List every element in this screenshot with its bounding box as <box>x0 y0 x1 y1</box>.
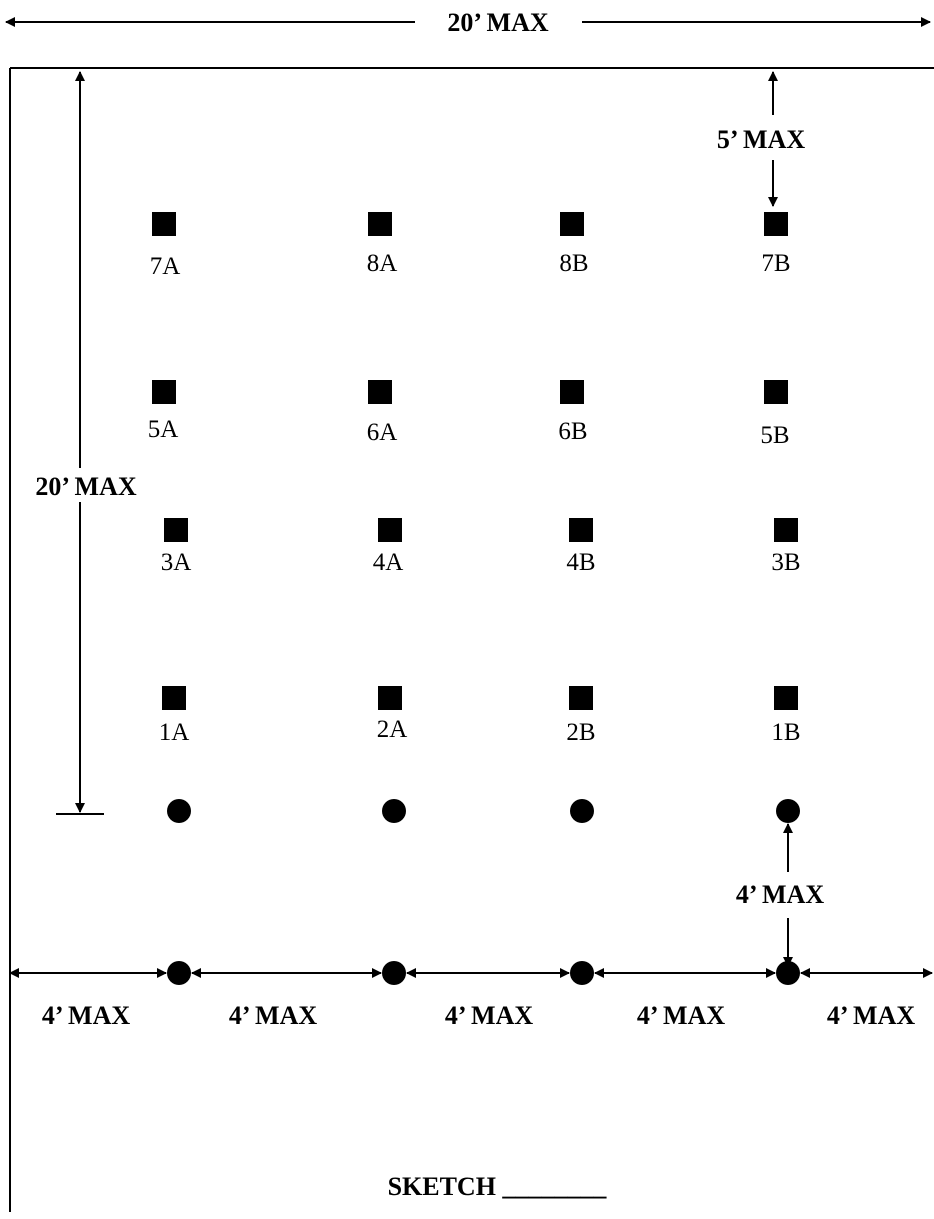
top-clearance-dimension: 5’ MAX <box>717 71 806 207</box>
stake-2 <box>382 799 406 823</box>
sample-point-5b <box>764 380 788 404</box>
spacing-label-1: 4’ MAX <box>42 1001 131 1030</box>
sample-label-8a: 8A <box>367 250 398 277</box>
sample-label-6a: 6A <box>367 419 398 446</box>
sample-point-1b <box>774 686 798 710</box>
sketch-label: SKETCH ________ <box>388 1172 608 1201</box>
reference-stakes-row <box>167 799 800 823</box>
baseline-stake-4 <box>776 961 800 985</box>
sample-point-2b <box>569 686 593 710</box>
sample-point-4a <box>378 518 402 542</box>
top-clearance-label: 5’ MAX <box>717 125 806 154</box>
sample-label-5a: 5A <box>148 416 179 443</box>
spacing-label-4: 4’ MAX <box>637 1001 726 1030</box>
sample-label-1b: 1B <box>771 719 800 746</box>
sample-point-1a <box>162 686 186 710</box>
sample-point-3b <box>774 518 798 542</box>
sample-point-4b <box>569 518 593 542</box>
sample-point-7a <box>152 212 176 236</box>
sample-points: 7A 8A 8B 7B 5A 6A 6B 5B 3A 4A 4B 3B 1A 2… <box>148 212 801 746</box>
left-height-label: 20’ MAX <box>35 472 137 501</box>
left-height-dimension: 20’ MAX <box>22 71 152 815</box>
sample-point-5a <box>152 380 176 404</box>
sample-label-7b: 7B <box>761 250 790 277</box>
spacing-label-2: 4’ MAX <box>229 1001 318 1030</box>
sample-point-8a <box>368 212 392 236</box>
sample-label-4b: 4B <box>566 549 595 576</box>
sample-point-7b <box>764 212 788 236</box>
stake-offset-dimension: 4’ MAX <box>736 823 825 967</box>
baseline-stake-2 <box>382 961 406 985</box>
top-width-label: 20’ MAX <box>447 8 549 37</box>
baseline-stake-3 <box>570 961 594 985</box>
sample-label-2b: 2B <box>566 719 595 746</box>
baseline <box>9 961 933 985</box>
sample-label-5b: 5B <box>760 422 789 449</box>
sample-label-3b: 3B <box>771 549 800 576</box>
spacing-label-3: 4’ MAX <box>445 1001 534 1030</box>
stake-1 <box>167 799 191 823</box>
sample-point-8b <box>560 212 584 236</box>
sample-label-3a: 3A <box>161 549 192 576</box>
sample-label-7a: 7A <box>150 253 181 280</box>
stake-offset-label: 4’ MAX <box>736 880 825 909</box>
stake-3 <box>570 799 594 823</box>
stake-4 <box>776 799 800 823</box>
sample-point-6b <box>560 380 584 404</box>
sample-label-2a: 2A <box>377 716 408 743</box>
baseline-stake-1 <box>167 961 191 985</box>
spacing-label-5: 4’ MAX <box>827 1001 916 1030</box>
sample-point-3a <box>164 518 188 542</box>
sample-label-6b: 6B <box>558 418 587 445</box>
sample-point-6a <box>368 380 392 404</box>
sample-label-8b: 8B <box>559 250 588 277</box>
baseline-spacing-labels: 4’ MAX 4’ MAX 4’ MAX 4’ MAX 4’ MAX <box>42 1001 916 1030</box>
sample-label-1a: 1A <box>159 719 190 746</box>
top-width-dimension: 20’ MAX <box>5 8 931 37</box>
sample-label-4a: 4A <box>373 549 404 576</box>
sample-point-2a <box>378 686 402 710</box>
